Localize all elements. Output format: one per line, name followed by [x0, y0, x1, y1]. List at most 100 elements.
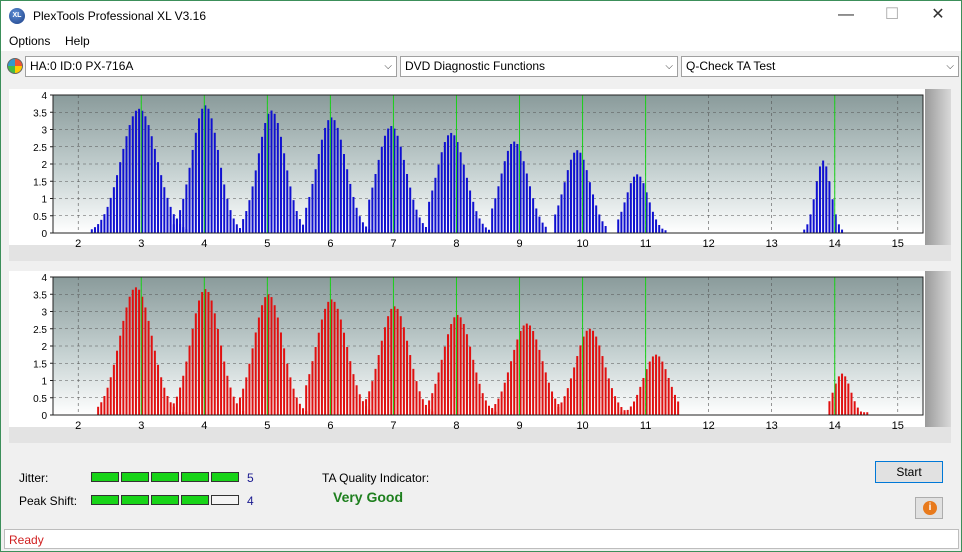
histogram-bar: [377, 355, 380, 415]
histogram-bar: [125, 307, 128, 415]
histogram-bar: [257, 317, 260, 415]
histogram-bar: [144, 307, 147, 415]
histogram-bar: [169, 402, 172, 415]
x-tick-label: 5: [264, 238, 270, 250]
histogram-bar: [494, 198, 497, 233]
histogram-bar: [582, 159, 585, 233]
x-tick-label: 4: [201, 420, 207, 432]
histogram-bar: [343, 332, 345, 415]
histogram-bar: [223, 184, 226, 233]
histogram-bar: [286, 363, 289, 415]
histogram-bar: [453, 135, 456, 233]
histogram-bar: [636, 174, 639, 233]
histogram-bar: [538, 216, 541, 233]
histogram-bar: [579, 345, 582, 415]
chevron-down-icon: ⌵: [384, 61, 392, 72]
peak-shift-meter-segment: [121, 495, 149, 505]
close-button[interactable]: ✕: [931, 6, 945, 23]
histogram-bar: [216, 149, 219, 233]
histogram-bar: [658, 356, 661, 415]
menu-options[interactable]: Options: [9, 34, 51, 48]
y-tick-label: 2.5: [33, 325, 47, 336]
histogram-bar: [150, 335, 153, 415]
histogram-bar: [434, 383, 437, 415]
histogram-bar: [166, 395, 169, 415]
histogram-bar: [560, 402, 563, 415]
histogram-bar: [273, 113, 276, 233]
minimize-button[interactable]: —: [838, 6, 854, 23]
histogram-bar: [251, 186, 254, 233]
histogram-bar: [472, 201, 475, 233]
x-tick-label: 6: [327, 238, 333, 250]
histogram-bar: [283, 348, 286, 415]
histogram-bar: [210, 118, 213, 233]
histogram-bar: [305, 385, 308, 415]
x-tick-label: 14: [829, 238, 841, 250]
histogram-bar: [604, 226, 607, 233]
menu-help[interactable]: Help: [65, 34, 90, 48]
histogram-bar: [172, 224, 175, 233]
function-select[interactable]: DVD Diagnostic Functions ⌵: [400, 56, 678, 77]
histogram-bar: [289, 377, 292, 415]
histogram-bar: [207, 292, 210, 415]
y-tick-label: 1: [41, 377, 47, 388]
histogram-bar: [614, 396, 617, 415]
histogram-bar: [198, 300, 200, 415]
histogram-bar: [415, 381, 418, 415]
x-tick-label: 12: [703, 420, 715, 432]
histogram-bar: [371, 187, 374, 233]
histogram-bar: [579, 152, 582, 233]
histogram-bar: [841, 373, 844, 415]
histogram-bar: [522, 325, 525, 415]
histogram-bar: [437, 372, 440, 415]
histogram-bar: [481, 393, 484, 415]
results-panel: Jitter: 5 Peak Shift: 4 TA Quality Indic…: [1, 453, 961, 525]
histogram-bar: [198, 118, 200, 233]
histogram-bar: [434, 177, 437, 233]
start-button[interactable]: Start: [875, 461, 943, 483]
histogram-bar: [109, 377, 112, 415]
histogram-bar: [330, 299, 333, 415]
test-select[interactable]: Q-Check TA Test ⌵: [681, 56, 959, 77]
histogram-bar: [469, 190, 472, 233]
histogram-bar: [213, 313, 216, 415]
histogram-bar: [213, 132, 216, 233]
histogram-bar: [557, 205, 560, 233]
histogram-bar: [551, 391, 554, 415]
histogram-bar: [610, 388, 613, 415]
histogram-bar: [541, 361, 544, 415]
histogram-bar: [175, 396, 178, 415]
histogram-bar: [138, 289, 141, 415]
histogram-bar: [475, 372, 478, 415]
x-tick-label: 2: [75, 238, 81, 250]
histogram-bar: [841, 229, 844, 233]
histogram-bar: [595, 205, 598, 233]
histogram-bar: [585, 330, 588, 415]
chart-bottom-shade: [9, 245, 951, 261]
x-tick-label: 8: [453, 420, 459, 432]
ta-quality-label: TA Quality Indicator:: [322, 471, 430, 485]
histogram-bar: [305, 207, 308, 233]
histogram-bar: [163, 387, 166, 415]
histogram-bar: [298, 403, 301, 415]
histogram-bar: [128, 296, 131, 415]
histogram-bar: [131, 289, 134, 415]
histogram-bar: [343, 154, 345, 233]
histogram-bar: [488, 229, 490, 233]
histogram-bar: [317, 332, 320, 415]
histogram-bar: [825, 166, 828, 233]
x-tick-label: 5: [264, 420, 270, 432]
x-tick-label: 11: [640, 420, 651, 432]
histogram-bar: [629, 183, 632, 233]
x-tick-label: 9: [516, 420, 522, 432]
histogram-bar: [264, 297, 267, 415]
histogram-bar: [617, 219, 620, 233]
histogram-bar: [286, 170, 289, 233]
info-button[interactable]: i: [915, 497, 943, 519]
drive-select[interactable]: HA:0 ID:0 PX-716A ⌵: [25, 56, 397, 77]
histogram-bar: [519, 331, 522, 415]
histogram-bar: [818, 166, 821, 233]
histogram-bar: [232, 218, 235, 233]
maximize-button[interactable]: ☐: [884, 6, 900, 23]
